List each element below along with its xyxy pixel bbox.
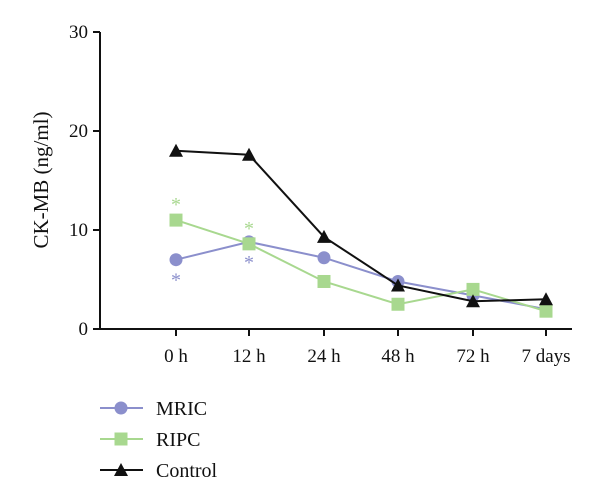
- series-control: [169, 143, 553, 308]
- legend-marker-ripc: [114, 432, 128, 446]
- point-ripc-5: [539, 304, 553, 318]
- legend-label-mric: MRIC: [156, 398, 207, 420]
- series-mric: **: [169, 235, 553, 316]
- x-tick-label-2: 24 h: [307, 346, 341, 367]
- point-mric-2: [317, 251, 331, 265]
- y-tick-label-2: 20: [69, 121, 88, 142]
- y-axis-title: CK-MB (ng/ml): [29, 111, 53, 248]
- point-ripc-0: [169, 213, 183, 227]
- significance-mric-1: *: [244, 252, 254, 274]
- y-tick-label-0: 0: [79, 319, 89, 340]
- legend-item-control: Control: [100, 460, 218, 482]
- point-control-4: [466, 294, 480, 308]
- significance-ripc-0: *: [171, 194, 181, 216]
- legend-label-ripc: RIPC: [156, 429, 200, 451]
- legend-item-ripc: RIPC: [100, 429, 200, 451]
- x-tick-label-5: 7 days: [521, 346, 570, 367]
- legend-label-control: Control: [156, 460, 218, 482]
- series-ripc: **: [169, 194, 553, 318]
- x-tick-label-4: 72 h: [456, 346, 490, 367]
- series-layer: ****: [169, 143, 553, 318]
- point-control-5: [539, 292, 553, 306]
- x-tick-label-1: 12 h: [232, 346, 266, 367]
- series-line-ripc: [175, 219, 547, 313]
- legend-marker-mric: [114, 401, 128, 415]
- y-tick-label-1: 10: [69, 220, 88, 241]
- point-ripc-4: [466, 282, 480, 296]
- point-mric-0: [169, 253, 183, 267]
- y-tick-label-3: 30: [69, 22, 88, 43]
- legend: MRIC RIPC Control: [100, 398, 218, 482]
- series-line-control: [175, 149, 547, 303]
- legend-item-mric: MRIC: [100, 398, 207, 420]
- point-control-2: [317, 229, 331, 243]
- significance-mric-0: *: [171, 270, 181, 292]
- point-ripc-3: [391, 297, 405, 311]
- point-control-0: [169, 143, 183, 157]
- x-tick-label-3: 48 h: [381, 346, 415, 367]
- point-ripc-2: [317, 274, 331, 288]
- axes: 0 10 20 30 0 h 12 h 24 h 48 h 72 h 7 days: [69, 22, 572, 367]
- significance-ripc-1: *: [244, 218, 254, 240]
- point-control-3: [391, 278, 405, 292]
- x-tick-label-0: 0 h: [164, 346, 188, 367]
- point-control-1: [242, 147, 256, 161]
- point-ripc-1: [242, 237, 256, 251]
- legend-marker-control: [114, 463, 128, 476]
- series-line-mric: [175, 240, 547, 311]
